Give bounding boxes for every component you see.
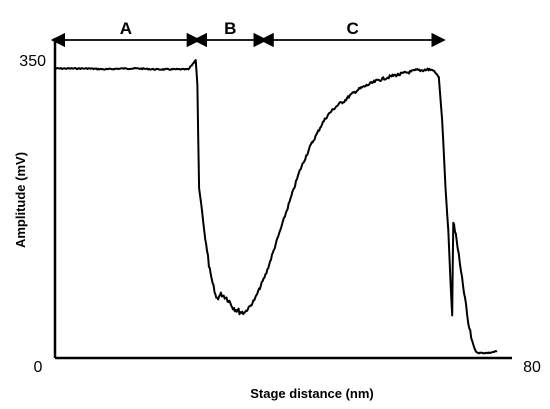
x-axis-label: Stage distance (nm)	[250, 386, 374, 401]
x-tick-label-max: 80	[523, 359, 541, 376]
y-axis-label: Amplitude (mV)	[13, 152, 28, 248]
region-label-b: B	[224, 19, 236, 38]
region-label-a: A	[120, 19, 132, 38]
axes	[53, 38, 512, 360]
series-line	[54, 59, 498, 355]
y-tick-label-max: 350	[19, 53, 46, 70]
region-label-c: C	[346, 19, 358, 38]
tick-labels: 350 0 80	[19, 53, 541, 376]
region-markers: A B C	[50, 19, 446, 48]
x-tick-label-min: 0	[34, 359, 43, 376]
